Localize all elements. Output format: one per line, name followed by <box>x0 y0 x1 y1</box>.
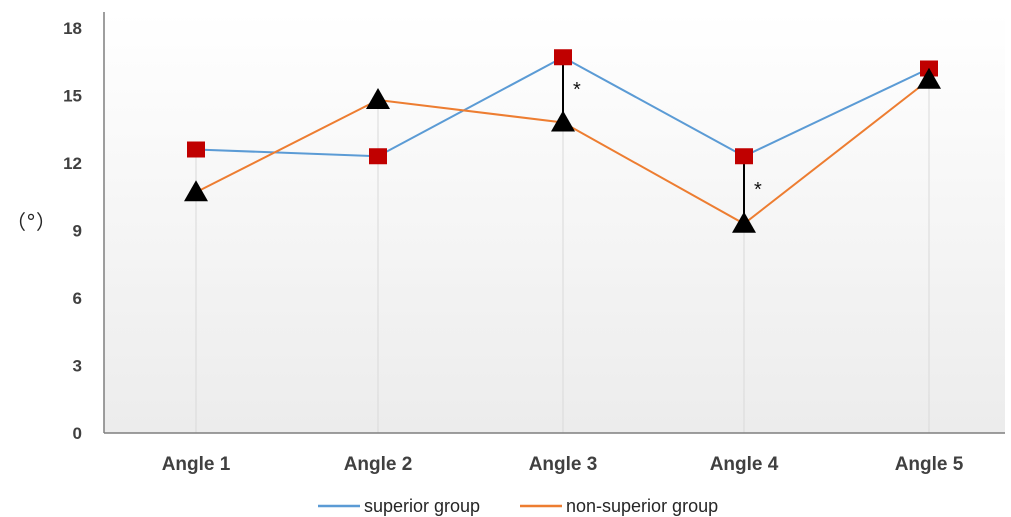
triangle-marker <box>732 211 756 233</box>
x-tick-label: Angle 2 <box>344 454 413 475</box>
square-marker <box>554 49 572 66</box>
y-axis-label: （°） <box>6 210 56 234</box>
y-tick-label: 9 <box>73 222 82 241</box>
y-tick-labels: 0 3 6 9 12 15 18 <box>63 19 82 443</box>
y-tick-label: 6 <box>73 289 82 308</box>
square-marker <box>369 148 387 165</box>
y-tick-label: 15 <box>63 87 82 106</box>
x-tick-label: Angle 5 <box>895 454 964 475</box>
plot-area <box>104 12 1005 433</box>
y-tick-label: 0 <box>73 424 82 443</box>
square-marker <box>187 141 205 158</box>
significance-asterisk: * <box>573 79 581 101</box>
triangle-marker <box>184 180 208 202</box>
x-tick-label: Angle 1 <box>162 454 231 475</box>
x-tick-label: Angle 4 <box>710 454 779 475</box>
legend-label: non-superior group <box>566 496 718 516</box>
axes <box>103 12 1005 434</box>
significance-asterisk: * <box>754 179 762 201</box>
y-tick-label: 3 <box>73 357 82 376</box>
legend-label: superior group <box>364 496 480 516</box>
x-tick-label: Angle 3 <box>529 454 598 475</box>
square-marker <box>735 148 753 165</box>
legend: superior group non-superior group <box>318 496 718 516</box>
x-tick-labels: Angle 1 Angle 2 Angle 3 Angle 4 Angle 5 <box>162 454 964 475</box>
triangle-marker <box>917 67 941 89</box>
triangle-marker <box>366 88 390 109</box>
y-tick-label: 12 <box>63 154 82 173</box>
series-markers <box>184 49 941 233</box>
triangle-marker <box>551 110 575 132</box>
y-tick-label: 18 <box>63 19 82 38</box>
